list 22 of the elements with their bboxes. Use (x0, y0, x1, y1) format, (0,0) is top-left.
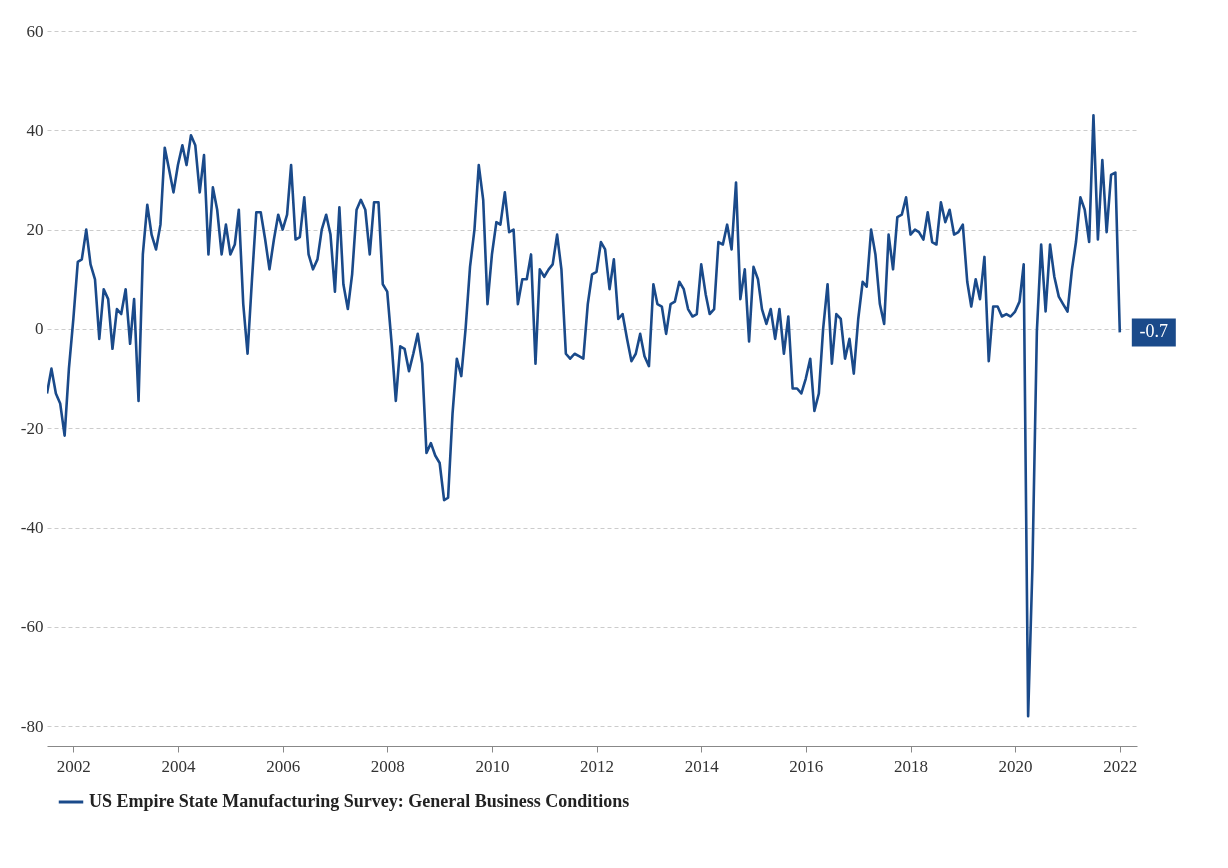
y-tick-label: -40 (20, 518, 44, 538)
x-tick-label: 2020 (998, 756, 1033, 776)
y-tick-label: 0 (35, 319, 44, 339)
x-tick-label: 2002 (56, 756, 91, 776)
x-tick-label: 2008 (370, 756, 405, 776)
y-tick-label: 20 (26, 220, 44, 240)
x-tick-label: 2006 (266, 756, 301, 776)
x-tick-label: 2004 (161, 756, 196, 776)
x-tick-label: 2012 (580, 756, 615, 776)
y-tick-label: 40 (26, 120, 44, 140)
x-tick-label: 2010 (475, 756, 510, 776)
x-tick-label: 2018 (894, 756, 929, 776)
y-tick-label: -80 (20, 716, 44, 736)
y-tick-label: -60 (20, 617, 44, 637)
y-tick-label: 60 (26, 21, 44, 41)
x-tick-label: 2014 (684, 756, 720, 776)
y-tick-label: -20 (20, 418, 44, 438)
annotation: -0.7 (1139, 321, 1169, 342)
legend-label: US Empire State Manufacturing Survey: General Business Conditions (89, 791, 630, 811)
x-tick-label: 2022 (1103, 756, 1138, 776)
x-tick-label: 2016 (789, 756, 824, 776)
line-series (47, 114, 1122, 718)
